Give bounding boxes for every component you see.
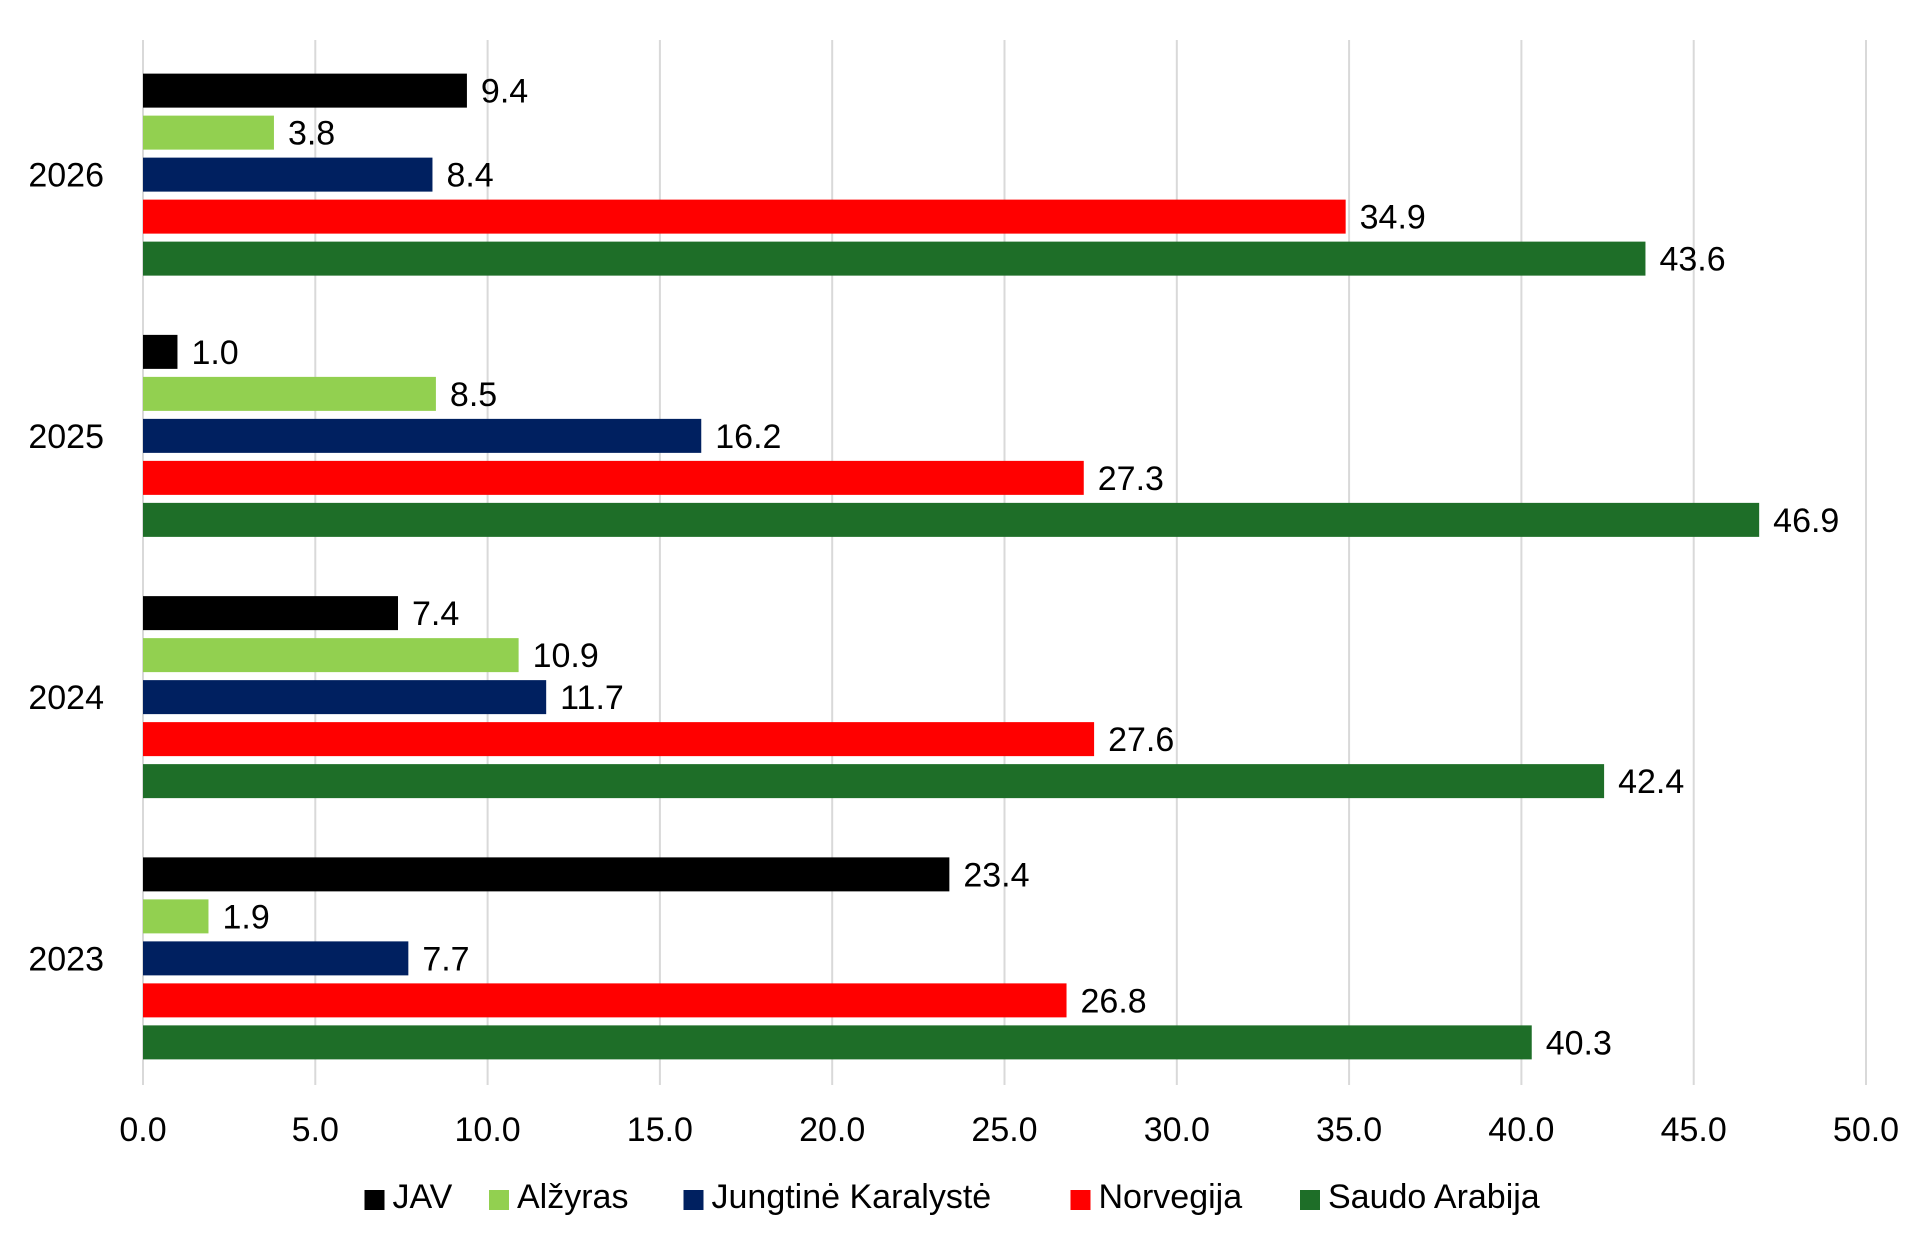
- x-tick-label: 20.0: [799, 1111, 865, 1149]
- data-label: 8.5: [450, 376, 497, 414]
- legend: JAV Alžyras Jungtinė Karalystė Norvegija Sau…: [364, 1178, 1540, 1216]
- bar-saudo-arabija-2024: [143, 764, 1605, 799]
- data-label: 8.4: [446, 157, 493, 195]
- bar-jungtinė-karalystė-2025: [143, 418, 702, 453]
- bar-norvegija-2024: [143, 722, 1095, 757]
- legend-item-norvegija: Norvegija: [1070, 1178, 1243, 1216]
- bar-saudo-arabija-2023: [143, 1025, 1532, 1060]
- bar-norvegija-2023: [143, 983, 1067, 1018]
- bar-alžyras-2024: [143, 638, 519, 673]
- x-axis-tick-labels: 0.0 5.0 10.0 15.0 20.0 25.0 30.0 35.0 40.0 45.0 50…: [119, 1111, 1899, 1149]
- data-label: 7.7: [422, 940, 469, 978]
- bar-jungtinė-karalystė-2024: [143, 680, 547, 715]
- data-label: 23.4: [963, 856, 1029, 894]
- legend-item-saudo-arabija: Saudo Arabija: [1300, 1178, 1540, 1216]
- legend-label: Alžyras: [517, 1178, 628, 1216]
- x-tick-label: 10.0: [455, 1111, 521, 1149]
- category-label: 2024: [28, 679, 104, 717]
- legend-swatch: [1300, 1190, 1320, 1210]
- data-labels: 9.4 3.8 8.4 34.9 43.6 1.0 8.5 16.2 27.3 46.9 7.4 10…: [191, 73, 1839, 1063]
- bar-alžyras-2025: [143, 376, 436, 411]
- category-label: 2026: [28, 157, 104, 195]
- data-label: 46.9: [1773, 502, 1839, 540]
- x-tick-label: 25.0: [971, 1111, 1037, 1149]
- legend-label: Saudo Arabija: [1328, 1178, 1540, 1216]
- category-labels: 2026 2025 2024 2023: [28, 157, 104, 979]
- x-tick-label: 15.0: [627, 1111, 693, 1149]
- data-label: 9.4: [481, 73, 528, 111]
- data-label: 40.3: [1546, 1024, 1612, 1062]
- legend-swatch: [489, 1190, 509, 1210]
- x-tick-label: 0.0: [119, 1111, 166, 1149]
- data-label: 1.0: [191, 334, 238, 372]
- x-tick-label: 5.0: [292, 1111, 339, 1149]
- bar-jav-2023: [143, 857, 950, 892]
- category-label: 2023: [28, 940, 104, 978]
- category-label: 2025: [28, 418, 104, 456]
- legend-label: JAV: [393, 1178, 453, 1216]
- bar-jungtinė-karalystė-2026: [143, 157, 433, 192]
- legend-swatch: [1070, 1190, 1091, 1210]
- bar-alžyras-2023: [143, 899, 209, 934]
- x-tick-label: 50.0: [1833, 1111, 1899, 1149]
- data-label: 26.8: [1081, 982, 1147, 1020]
- legend-swatch: [364, 1190, 385, 1210]
- legend-swatch: [683, 1190, 704, 1210]
- data-label: 42.4: [1618, 763, 1684, 801]
- data-label: 43.6: [1659, 241, 1725, 279]
- bar-saudo-arabija-2025: [143, 502, 1760, 537]
- bar-alžyras-2026: [143, 115, 274, 150]
- data-label: 1.9: [222, 898, 269, 936]
- legend-item-alžyras: Alžyras: [489, 1178, 628, 1216]
- bar-jungtinė-karalystė-2023: [143, 941, 409, 976]
- grid-lines: [142, 40, 1867, 1085]
- bar-saudo-arabija-2026: [143, 241, 1646, 276]
- bar-jav-2026: [143, 73, 467, 108]
- bar-norvegija-2026: [143, 199, 1346, 234]
- bars: [143, 73, 1760, 1060]
- x-tick-label: 45.0: [1661, 1111, 1727, 1149]
- data-label: 27.3: [1098, 460, 1164, 498]
- bar-jav-2025: [143, 334, 178, 369]
- data-label: 3.8: [288, 115, 335, 153]
- data-label: 11.7: [560, 679, 624, 717]
- data-label: 10.9: [533, 637, 599, 675]
- data-label: 34.9: [1360, 199, 1426, 237]
- data-label: 27.6: [1108, 721, 1174, 759]
- legend-label: Norvegija: [1099, 1178, 1243, 1216]
- x-tick-label: 30.0: [1144, 1111, 1210, 1149]
- legend-item-jungtinė-karalystė: Jungtinė Karalystė: [683, 1178, 992, 1216]
- data-label: 7.4: [412, 595, 459, 633]
- bar-norvegija-2025: [143, 460, 1084, 495]
- legend-item-jav: JAV: [364, 1178, 453, 1216]
- x-tick-label: 35.0: [1316, 1111, 1382, 1149]
- legend-label: Jungtinė Karalystė: [712, 1178, 992, 1216]
- data-label: 16.2: [715, 418, 781, 456]
- bar-jav-2024: [143, 596, 399, 631]
- x-tick-label: 40.0: [1488, 1111, 1554, 1149]
